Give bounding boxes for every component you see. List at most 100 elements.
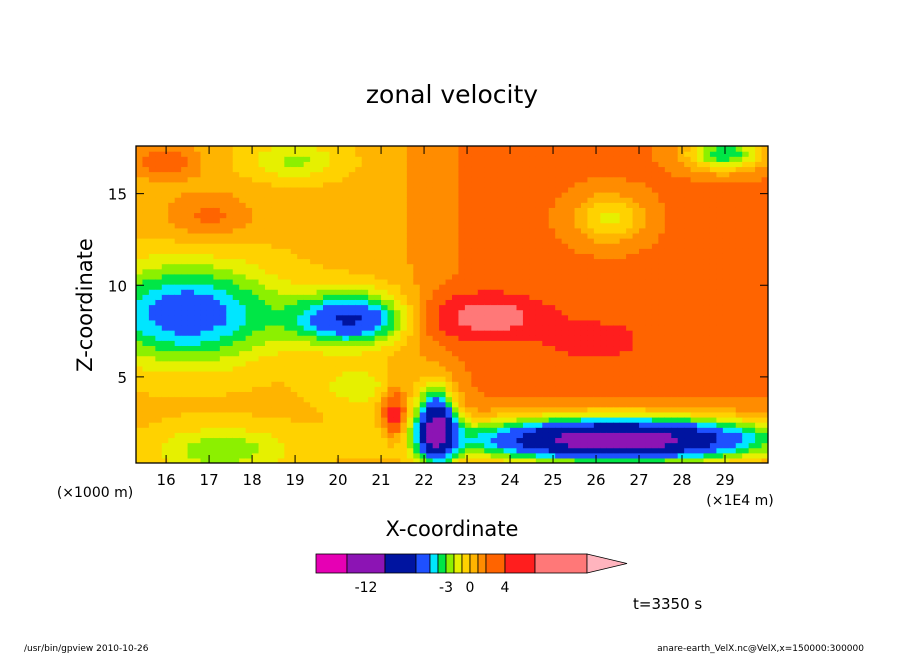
contour-cell bbox=[593, 370, 601, 377]
contour-cell bbox=[639, 452, 647, 459]
contour-cell bbox=[645, 161, 653, 168]
contour-cell bbox=[277, 197, 285, 203]
contour-cell bbox=[497, 253, 505, 260]
contour-cell bbox=[387, 447, 395, 454]
contour-cell bbox=[574, 386, 582, 393]
contour-cell bbox=[174, 324, 182, 331]
contour-cell bbox=[587, 232, 595, 239]
contour-cell bbox=[387, 370, 395, 377]
contour-cell bbox=[297, 176, 305, 183]
contour-cell bbox=[600, 447, 608, 454]
contour-cell bbox=[510, 335, 518, 341]
contour-cell bbox=[613, 181, 621, 188]
contour-cell bbox=[568, 452, 576, 459]
contour-cell bbox=[497, 340, 505, 347]
contour-cell bbox=[497, 355, 505, 362]
contour-cell bbox=[452, 437, 460, 444]
contour-cell bbox=[452, 217, 460, 224]
contour-cell bbox=[522, 381, 530, 387]
contour-cell bbox=[432, 319, 440, 326]
contour-cell bbox=[529, 161, 537, 168]
contour-cell bbox=[535, 166, 543, 173]
contour-cell bbox=[639, 355, 647, 362]
contour-cell bbox=[587, 181, 595, 188]
contour-cell bbox=[381, 406, 389, 413]
contour-cell bbox=[277, 335, 285, 341]
contour-cell bbox=[368, 381, 376, 387]
contour-cell bbox=[348, 422, 356, 428]
contour-cell bbox=[277, 422, 285, 428]
contour-cell bbox=[580, 299, 589, 306]
contour-cell bbox=[406, 156, 414, 162]
contour-cell bbox=[464, 207, 472, 214]
contour-cell bbox=[568, 314, 576, 321]
contour-cell bbox=[303, 411, 311, 418]
contour-cell bbox=[174, 253, 182, 260]
contour-cell bbox=[568, 447, 576, 454]
contour-cell bbox=[626, 447, 634, 454]
contour-cell bbox=[252, 370, 260, 377]
contour-cell bbox=[484, 416, 492, 423]
contour-cell bbox=[510, 146, 518, 152]
contour-cell bbox=[355, 447, 363, 454]
contour-cell bbox=[284, 452, 292, 459]
contour-cell bbox=[510, 289, 518, 295]
contour-cell bbox=[458, 181, 466, 188]
contour-cell bbox=[639, 345, 647, 352]
contour-cell bbox=[361, 324, 369, 331]
contour-cell bbox=[355, 171, 363, 178]
contour-cell bbox=[335, 370, 343, 377]
contour-cell bbox=[213, 422, 221, 428]
contour-cell bbox=[342, 278, 350, 285]
contour-cell bbox=[361, 330, 369, 336]
contour-cell bbox=[426, 422, 434, 428]
contour-cell bbox=[142, 273, 150, 280]
contour-cell bbox=[361, 314, 369, 321]
contour-cell bbox=[606, 437, 614, 444]
contour-cell bbox=[548, 330, 556, 336]
contour-cell bbox=[187, 289, 195, 295]
contour-cell bbox=[355, 273, 363, 280]
contour-cell bbox=[645, 319, 653, 326]
contour-cell bbox=[245, 258, 253, 265]
contour-cell bbox=[516, 289, 524, 295]
contour-cell bbox=[361, 422, 369, 428]
contour-cell bbox=[574, 146, 582, 152]
contour-cell bbox=[600, 442, 608, 449]
contour-cell bbox=[245, 186, 253, 193]
contour-cell bbox=[161, 289, 169, 295]
contour-cell bbox=[555, 146, 563, 152]
contour-cell bbox=[587, 284, 595, 290]
contour-cell bbox=[174, 232, 182, 239]
contour-cell bbox=[400, 243, 408, 249]
contour-cell bbox=[206, 442, 214, 449]
contour-cell bbox=[271, 146, 279, 152]
contour-cell bbox=[368, 309, 376, 316]
contour-cell bbox=[439, 406, 447, 413]
contour-cell bbox=[522, 396, 530, 403]
contour-cell bbox=[226, 304, 234, 311]
contour-cell bbox=[535, 238, 543, 244]
contour-cell bbox=[651, 437, 659, 444]
contour-cell bbox=[329, 452, 337, 459]
contour-cell bbox=[529, 207, 537, 214]
contour-cell bbox=[335, 146, 343, 152]
contour-cell bbox=[626, 314, 634, 321]
contour-cell bbox=[432, 238, 440, 244]
contour-cell bbox=[142, 457, 150, 463]
contour-cell bbox=[213, 151, 221, 157]
contour-cell bbox=[271, 243, 279, 249]
contour-cell bbox=[522, 166, 530, 173]
contour-cell bbox=[277, 248, 285, 254]
contour-cell bbox=[535, 304, 543, 311]
contour-cell bbox=[497, 202, 505, 208]
contour-cell bbox=[484, 171, 492, 178]
contour-cell bbox=[510, 284, 518, 290]
contour-cell bbox=[548, 227, 556, 234]
contour-cell bbox=[284, 151, 292, 157]
contour-cell bbox=[600, 360, 608, 367]
contour-cell bbox=[342, 350, 350, 357]
contour-cell bbox=[497, 243, 505, 249]
contour-cell bbox=[310, 324, 318, 331]
contour-cell bbox=[542, 192, 550, 198]
